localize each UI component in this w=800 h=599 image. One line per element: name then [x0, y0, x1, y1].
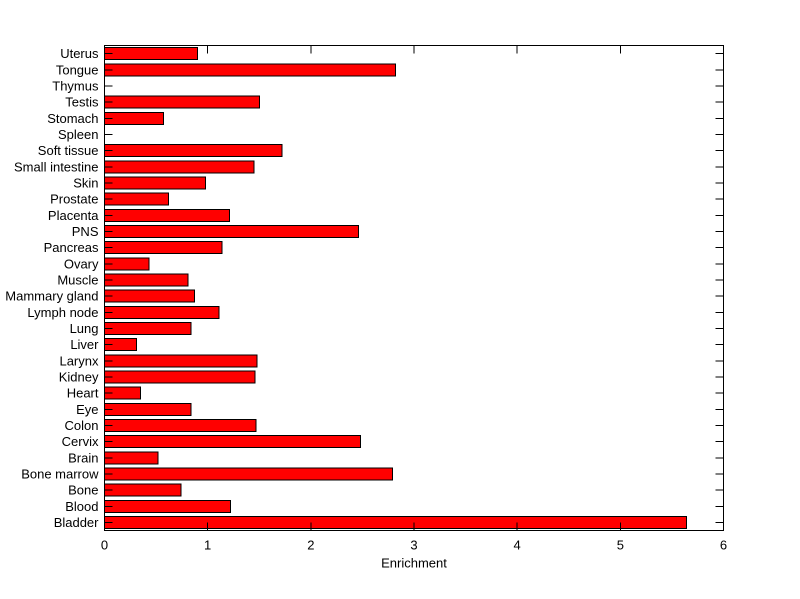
bar-blood: [104, 499, 231, 513]
bar-bone-marrow: [104, 467, 393, 481]
bar-tongue: [104, 63, 396, 77]
bar-testis: [104, 95, 260, 109]
y-tick-label-lung: Lung: [70, 321, 99, 336]
y-tick-label-stomach: Stomach: [47, 111, 98, 126]
bar-pancreas: [104, 241, 223, 255]
x-tick-label-6: 6: [720, 538, 727, 553]
y-tick-label-larynx: Larynx: [59, 353, 99, 368]
y-tick-label-heart: Heart: [67, 386, 99, 401]
bar-brain: [104, 451, 159, 465]
bar-lung: [104, 321, 192, 335]
bar-soft-tissue: [104, 144, 283, 158]
y-tick-label-placenta: Placenta: [48, 208, 99, 223]
bar-bladder: [104, 515, 687, 529]
plot-box: [104, 45, 724, 531]
bar-uterus: [104, 47, 198, 61]
x-axis-label: Enrichment: [381, 556, 447, 571]
bar-bone: [104, 483, 182, 497]
x-tick-label-1: 1: [204, 538, 211, 553]
y-tick-label-cervix: Cervix: [62, 434, 99, 449]
y-tick-label-ovary: Ovary: [64, 256, 99, 271]
x-tick-label-2: 2: [307, 538, 314, 553]
y-tick-label-kidney: Kidney: [59, 369, 99, 384]
y-tick-label-pns: PNS: [72, 224, 99, 239]
y-tick-label-eye: Eye: [76, 402, 98, 417]
x-tick-label-0: 0: [101, 538, 108, 553]
bar-placenta: [104, 208, 230, 222]
y-tick-label-uterus: Uterus: [60, 46, 99, 61]
y-tick-label-prostate: Prostate: [50, 192, 98, 207]
y-tick-label-skin: Skin: [73, 175, 98, 190]
y-tick-label-liver: Liver: [70, 337, 99, 352]
y-tick-label-bladder: Bladder: [54, 515, 99, 530]
y-tick-label-thymus: Thymus: [52, 78, 99, 93]
bar-skin: [104, 176, 207, 190]
bar-lymph-node: [104, 305, 220, 319]
x-tick-label-5: 5: [617, 538, 624, 553]
y-tick-label-bone: Bone: [68, 483, 98, 498]
y-tick-label-small-intestine: Small intestine: [14, 159, 99, 174]
y-tick-label-spleen: Spleen: [58, 127, 98, 142]
x-tick-label-4: 4: [514, 538, 521, 553]
y-tick-label-tongue: Tongue: [56, 62, 99, 77]
y-tick-label-bone-marrow: Bone marrow: [21, 466, 99, 481]
bar-muscle: [104, 273, 189, 287]
bar-stomach: [104, 111, 164, 125]
y-tick-label-soft-tissue: Soft tissue: [38, 143, 99, 158]
bar-prostate: [104, 192, 169, 206]
y-tick-label-muscle: Muscle: [57, 272, 98, 287]
y-tick-label-pancreas: Pancreas: [44, 240, 99, 255]
y-tick-label-brain: Brain: [68, 450, 98, 465]
y-tick-label-lymph-node: Lymph node: [27, 305, 98, 320]
bar-kidney: [104, 370, 256, 384]
y-tick-label-colon: Colon: [65, 418, 99, 433]
bar-colon: [104, 418, 257, 432]
bar-pns: [104, 224, 359, 238]
x-tick-label-3: 3: [410, 538, 417, 553]
bar-small-intestine: [104, 160, 255, 174]
bar-mammary-gland: [104, 289, 195, 303]
y-tick-label-blood: Blood: [65, 499, 98, 514]
bar-cervix: [104, 435, 361, 449]
y-tick-label-mammary-gland: Mammary gland: [5, 289, 98, 304]
bar-larynx: [104, 354, 258, 368]
y-tick-label-testis: Testis: [65, 95, 99, 110]
bar-eye: [104, 402, 192, 416]
